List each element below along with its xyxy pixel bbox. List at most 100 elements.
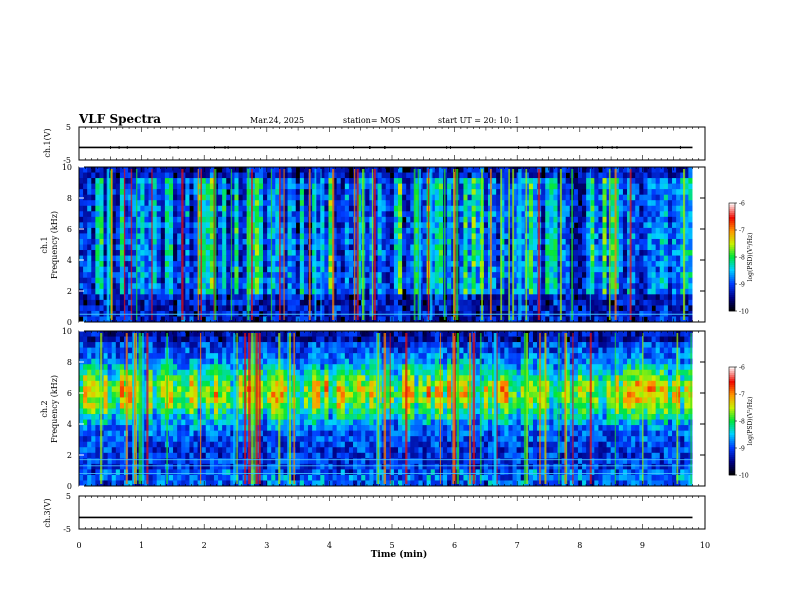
spectrogram-cell [83,239,87,245]
spectrogram-cell [83,425,87,431]
spectrogram-cell [549,305,553,311]
spectrogram-cell [120,480,124,486]
colorbar-swatch [729,303,735,305]
spectrogram-cell [144,217,148,223]
spectrogram-cell [459,233,463,239]
spectrogram-cell [116,359,120,365]
spectrogram-cell [598,178,602,184]
spectrogram-cell [594,195,598,201]
spectrogram-cell [439,261,443,267]
spectrogram-cell [202,300,206,306]
spectrogram-cell [161,261,165,267]
spectrogram-cell [468,173,472,179]
spectrogram-cell [549,173,553,179]
spectrogram-cell [300,316,304,322]
spectrogram-cell [259,278,263,284]
spectrogram-cell [660,245,664,251]
spectrogram-cell [149,447,153,453]
spectrogram-cell [656,250,660,256]
spectrogram-cell [259,300,263,306]
spectrogram-cell [349,233,353,239]
spectrogram-cell [99,289,103,295]
spectrogram-cell [304,256,308,262]
spectrogram-cell [341,206,345,212]
spectrogram-cell [79,475,83,481]
spectrogram-cell [337,250,341,256]
spectrogram-cell [590,272,594,278]
spectrogram-cell [365,267,369,273]
spectrogram-cell [394,178,398,184]
spectrogram-cell [218,300,222,306]
spectrogram-cell [234,294,238,300]
spectrogram-cell [169,217,173,223]
chart-marks: 5-55-50246810-6-7-8-9-100246810-6-7-8-9-… [62,123,749,550]
spectrogram-cell [468,239,472,245]
spectrogram-cell [169,305,173,311]
spectrogram-cell [132,233,136,239]
spectrogram-cell [603,178,607,184]
spectrogram-cell [108,397,112,403]
spectrogram-cell [611,239,615,245]
spectrogram-cell [504,250,508,256]
spectrogram-cell [345,228,349,234]
spectrogram-cell [149,414,153,420]
spectrogram-cell [337,195,341,201]
spectrogram-cell [590,173,594,179]
spectrogram-cell [91,420,95,426]
spectrogram-cell [369,228,373,234]
spectrogram-cell [79,453,83,459]
spectrogram-cell [218,267,222,273]
spectrogram-cell [672,206,676,212]
spectrogram-cell [288,278,292,284]
spectrogram-cell [578,250,582,256]
spectrogram-cell [664,217,668,223]
spectrogram-cell [116,211,120,217]
spectrogram-cell [406,300,410,306]
spectrogram-cell [263,300,267,306]
spectrogram-cell [369,267,373,273]
spectrogram-cell [222,228,226,234]
spectrogram-cell [185,206,189,212]
spectrogram-cell [243,211,247,217]
spectrogram-cell [95,403,99,409]
spectrogram-cell [476,305,480,311]
spectrogram-cell [660,211,664,217]
spectrogram-cell [459,305,463,311]
spectrogram-cell [132,294,136,300]
spectrogram-cell [349,283,353,289]
spectrogram-cell [672,184,676,190]
spectrogram-cell [206,278,210,284]
spectrogram-cell [218,222,222,228]
spectrogram-cell [239,206,243,212]
spectrogram-cell [553,184,557,190]
spectrogram-cell [566,272,570,278]
spectrogram-cell [423,189,427,195]
spectrogram-cell [108,458,112,464]
spectrogram-cell [112,480,116,486]
spectrogram-cell [255,283,259,289]
spectrogram-cell [194,316,198,322]
spectrogram-cell [169,200,173,206]
spectrogram-cell [120,245,124,251]
spectrogram-cell [549,189,553,195]
spectrogram-cell [603,189,607,195]
spectrogram-cell [386,300,390,306]
spectrogram-cell [243,294,247,300]
spectrogram-cell [668,233,672,239]
spectrogram-cell [87,403,91,409]
spectrogram-cell [255,294,259,300]
spectrogram-cell [275,300,279,306]
spectrogram-cell [87,453,91,459]
spectrogram-cell [398,178,402,184]
spectrogram-cell [476,200,480,206]
spectrogram-cell [83,364,87,370]
spectrogram-cell [87,331,91,337]
spectrogram-cell [578,300,582,306]
spectrogram-cell [406,206,410,212]
spectrogram-cell [660,200,664,206]
spectrogram-cell [504,228,508,234]
spectrogram-cell [79,289,83,295]
spectrogram-cell [492,233,496,239]
spectrogram-cell [83,397,87,403]
spectrogram-cell [472,316,476,322]
